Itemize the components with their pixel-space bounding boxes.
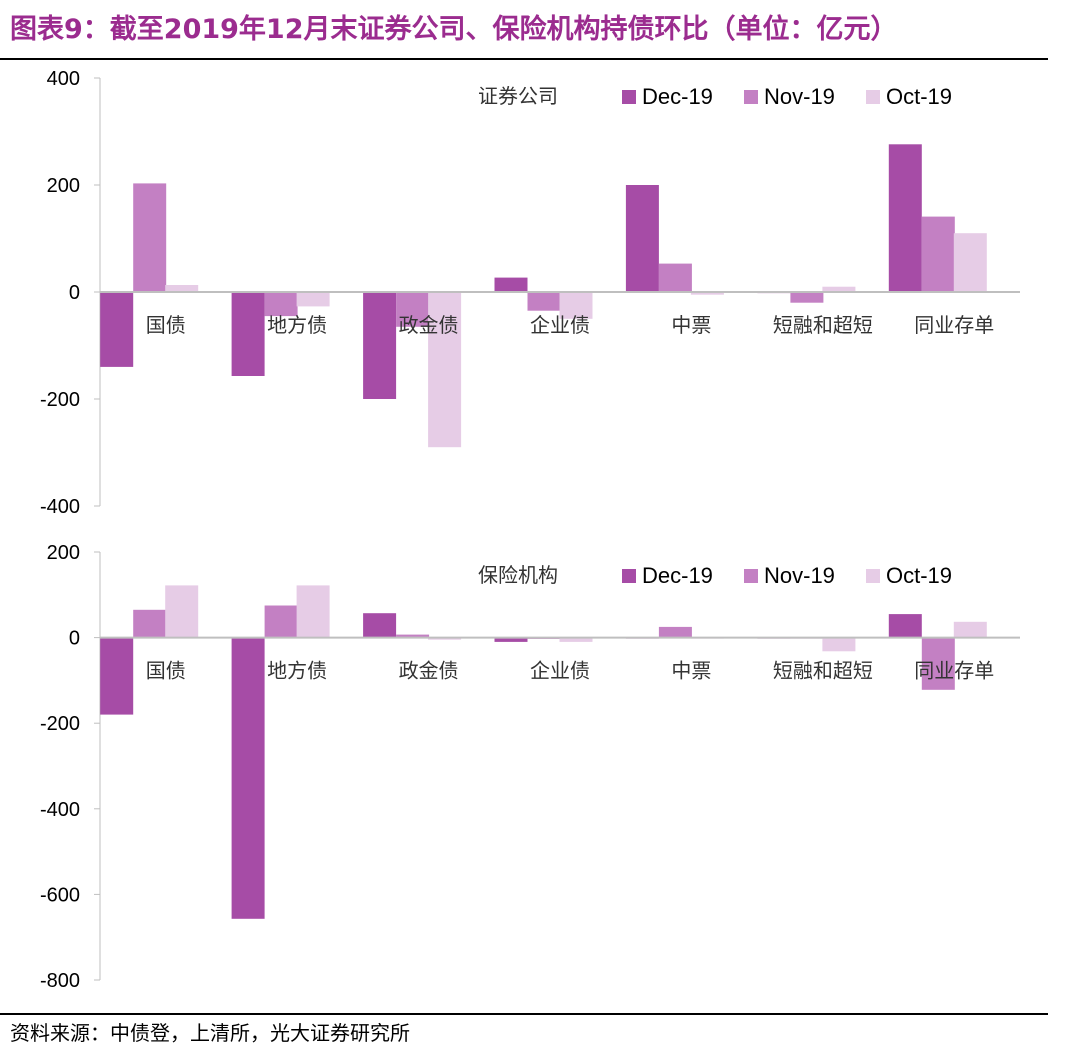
insurance-bar-oct-19-2 xyxy=(428,637,462,640)
securities-category-label: 国债 xyxy=(146,313,186,337)
insurance-legend-label: Nov-19 xyxy=(764,563,835,588)
insurance-panel-label: 保险机构 xyxy=(478,563,558,587)
insurance-legend-swatch-nov-19 xyxy=(744,569,758,583)
insurance-bar-nov-19-4 xyxy=(658,626,692,638)
insurance-bar-dec-19-6 xyxy=(888,614,922,638)
securities-bar-dec-19-3 xyxy=(494,277,528,292)
insurance-bar-oct-19-5 xyxy=(822,637,856,652)
securities-bar-oct-19-2 xyxy=(428,292,462,448)
securities-y-tick-label: 0 xyxy=(69,282,80,304)
securities-bar-nov-19-1 xyxy=(264,292,298,317)
securities-bar-dec-19-0 xyxy=(100,292,134,367)
securities-bar-nov-19-3 xyxy=(527,292,561,311)
insurance-category-label: 国债 xyxy=(146,659,186,683)
securities-bar-dec-19-4 xyxy=(625,185,659,292)
insurance-y-tick-label: 200 xyxy=(47,542,80,564)
securities-bar-dec-19-1 xyxy=(231,292,265,376)
securities-legend-swatch-dec-19 xyxy=(622,90,636,104)
securities-y-tick-label: 400 xyxy=(47,68,80,90)
securities-legend-label: Nov-19 xyxy=(764,84,835,109)
securities-bar-oct-19-3 xyxy=(559,292,593,319)
insurance-y-tick-label: -400 xyxy=(40,799,80,821)
securities-bar-oct-19-5 xyxy=(822,286,856,292)
insurance-category-label: 地方债 xyxy=(267,659,327,683)
securities-category-label: 政金债 xyxy=(399,313,459,337)
securities-y-tick-label: -200 xyxy=(40,389,80,411)
securities-category-label: 同业存单 xyxy=(914,313,994,337)
insurance-category-label: 政金债 xyxy=(399,659,459,683)
insurance-bar-oct-19-3 xyxy=(559,637,593,642)
insurance-legend-label: Dec-19 xyxy=(642,563,713,588)
insurance-bar-nov-19-6 xyxy=(921,637,955,690)
insurance-bar-oct-19-0 xyxy=(165,585,199,638)
insurance-bar-nov-19-0 xyxy=(133,609,167,638)
securities-legend-label: Dec-19 xyxy=(642,84,713,109)
securities-y-tick-label: 200 xyxy=(47,175,80,197)
securities-bar-nov-19-2 xyxy=(396,292,430,327)
securities-bar-oct-19-6 xyxy=(953,233,987,292)
insurance-bar-nov-19-2 xyxy=(396,634,430,638)
securities-bar-nov-19-4 xyxy=(658,263,692,292)
source-note: 资料来源：中债登，上清所，光大证券研究所 xyxy=(10,1021,410,1045)
insurance-bar-dec-19-3 xyxy=(494,637,528,642)
insurance-bar-oct-19-1 xyxy=(296,585,330,638)
insurance-y-tick-label: 0 xyxy=(69,628,80,650)
securities-legend-swatch-oct-19 xyxy=(866,90,880,104)
securities-bar-dec-19-2 xyxy=(363,292,397,399)
securities-bar-dec-19-6 xyxy=(888,144,922,292)
securities-bar-oct-19-0 xyxy=(165,285,199,292)
insurance-category-label: 同业存单 xyxy=(914,659,994,683)
securities-category-label: 地方债 xyxy=(267,313,327,337)
insurance-bar-dec-19-1 xyxy=(231,637,265,919)
figure-title: 图表9：截至2019年12月末证券公司、保险机构持债环比（单位：亿元） xyxy=(10,14,898,45)
insurance-legend-swatch-oct-19 xyxy=(866,569,880,583)
securities-bar-oct-19-4 xyxy=(690,292,724,295)
securities-category-label: 中票 xyxy=(671,313,711,337)
securities-legend-label: Oct-19 xyxy=(886,84,952,109)
securities-bar-nov-19-0 xyxy=(133,183,167,292)
insurance-category-label: 短融和超短 xyxy=(773,659,873,683)
securities-bar-nov-19-6 xyxy=(921,216,955,292)
securities-y-tick-label: -400 xyxy=(40,496,80,518)
insurance-y-tick-label: -800 xyxy=(40,970,80,992)
insurance-bar-nov-19-1 xyxy=(264,605,298,638)
insurance-bar-oct-19-6 xyxy=(953,621,987,638)
insurance-bar-dec-19-0 xyxy=(100,637,134,715)
insurance-category-label: 中票 xyxy=(671,659,711,683)
insurance-y-tick-label: -200 xyxy=(40,713,80,735)
insurance-legend-swatch-dec-19 xyxy=(622,569,636,583)
top-rule xyxy=(0,58,1048,60)
insurance-bar-dec-19-2 xyxy=(363,613,397,638)
securities-legend-swatch-nov-19 xyxy=(744,90,758,104)
securities-bar-nov-19-5 xyxy=(790,292,824,303)
securities-bar-oct-19-1 xyxy=(296,292,330,307)
securities-category-label: 短融和超短 xyxy=(773,313,873,337)
securities-category-label: 企业债 xyxy=(530,313,590,337)
insurance-category-label: 企业债 xyxy=(530,659,590,683)
securities-panel-label: 证券公司 xyxy=(478,84,558,108)
insurance-legend-label: Oct-19 xyxy=(886,563,952,588)
insurance-y-tick-label: -600 xyxy=(40,884,80,906)
bottom-rule xyxy=(0,1013,1048,1015)
